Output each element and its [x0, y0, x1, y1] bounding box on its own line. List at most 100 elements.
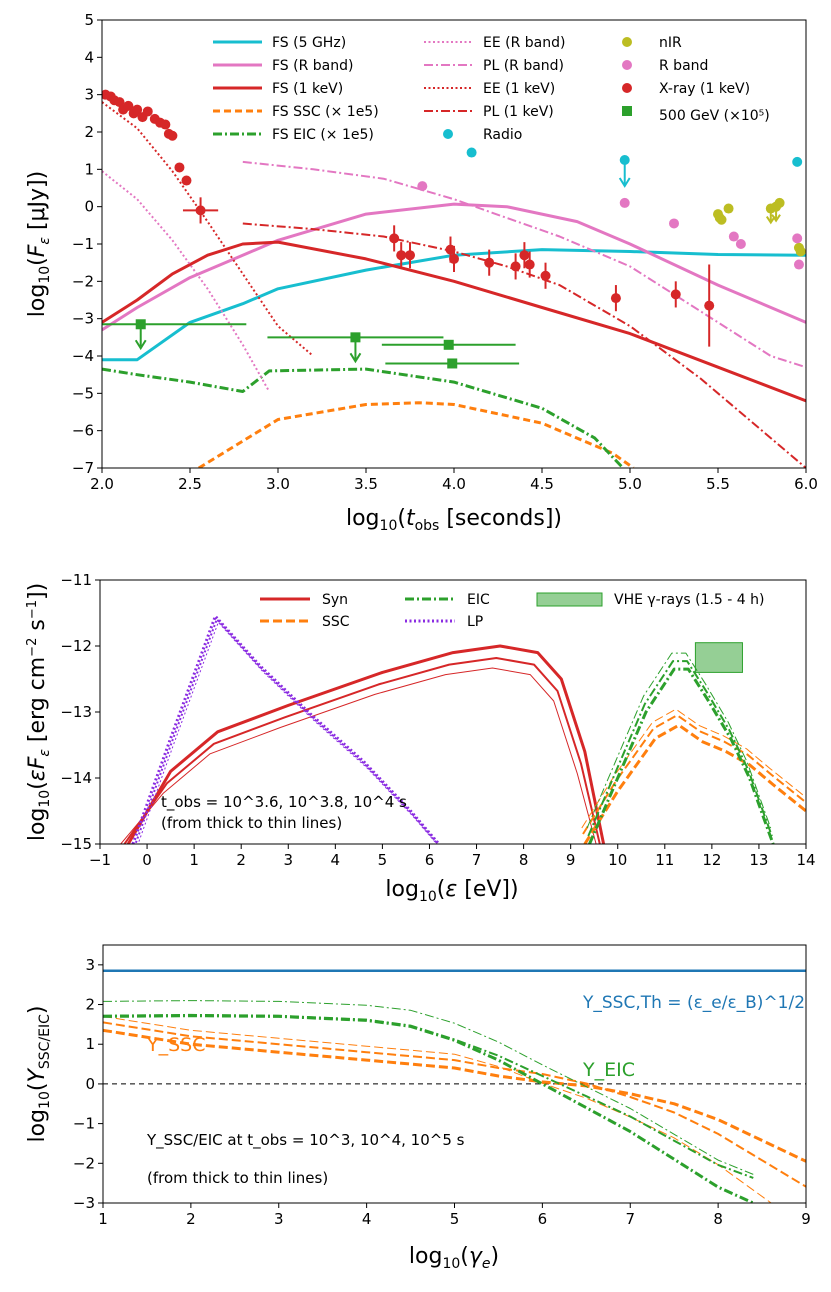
legend-label: VHE γ-rays (1.5 - 4 h): [614, 592, 764, 608]
point-x-ray-1-kev-: [449, 253, 459, 264]
point-r-band: [669, 218, 679, 229]
legend-label: LP: [467, 614, 483, 630]
x-tick-label: 6: [425, 851, 435, 869]
legend-label: FS (5 GHz): [272, 35, 346, 51]
x-tick-label: 6.0: [794, 475, 818, 493]
point-x-ray-1-kev-: [142, 106, 153, 117]
y-tick-label: 1: [85, 1035, 95, 1053]
point-500-gev-10--ul-head: [134, 339, 147, 351]
curve-y-eic-2: [103, 1013, 754, 1179]
point-x-ray-1-kev-: [114, 97, 125, 108]
legend-label: FS (1 keV): [272, 81, 343, 97]
panel-light-curves: 2.0 2.5 3.0 3.5 4.0 4.5 5.0 5.5 6.0 −7 −6 −5 −4 −3 −2…: [25, 11, 818, 534]
curve-y-eic-3: [103, 1000, 754, 1175]
curve-eic-2: [587, 660, 773, 837]
point-x-ray-1-kev-: [181, 175, 192, 186]
panel2-annotation-1: t_obs = 10^3.6, 10^3.8, 10^4 s: [161, 793, 407, 812]
curve-fs-eic-1e5-: [102, 367, 625, 468]
y-tick-label: −4: [72, 347, 94, 365]
panel2-y-ticks: −15 −14 −13 −12 −11: [60, 571, 100, 853]
panel3-x-label: log10(γe): [409, 1244, 499, 1272]
y-tick-label: 4: [84, 48, 94, 66]
panel1-legend: FS (5 GHz) FS (R band) FS (1 keV) FS SSC…: [213, 35, 770, 143]
curve-syn-3: [120, 667, 597, 844]
point-x-ray-1-kev-: [405, 250, 415, 261]
x-tick-label: 2.0: [90, 475, 114, 493]
vhe-band: [694, 642, 743, 673]
curve-ssc-1: [583, 723, 806, 844]
legend-label: nIR: [659, 35, 682, 51]
label-y-ssc: Y_SSC: [146, 1034, 206, 1056]
curve-y-ssc-1: [103, 1028, 806, 1163]
x-tick-label: 9: [566, 851, 576, 869]
curve-ssc-3: [581, 708, 804, 829]
y-tick-label: −13: [60, 703, 92, 721]
curve-fs-r-band-: [102, 202, 806, 332]
y-tick-label: −7: [72, 459, 94, 477]
y-tick-label: −15: [60, 835, 92, 853]
y-tick-label: 0: [84, 198, 94, 216]
x-tick-label: 13: [749, 851, 768, 869]
curve-lp-2: [134, 618, 440, 844]
legend-label: FS SSC (× 1e5): [272, 104, 379, 120]
panel2-x-ticks: −1 0 1 2 3 4 5 6 7 8 9 10 11 12 13 14: [89, 844, 816, 869]
panel2-legend: Syn SSC EIC LP VHE γ-rays (1.5 - 4 h): [260, 592, 764, 630]
point-nir-ul-head: [771, 214, 781, 223]
point-x-ray-1-kev-: [510, 261, 521, 272]
x-tick-label: 1: [98, 1210, 108, 1228]
legend-label: SSC: [322, 614, 350, 630]
panel-spectrum: −1 0 1 2 3 4 5 6 7 8 9 10 11 12 13 14 −15−14−13−12−11 l…: [25, 571, 816, 905]
point-x-ray-1-kev-: [167, 130, 178, 141]
legend-fs-ssc: FS SSC (× 1e5): [213, 104, 379, 120]
point-500-gev-10-: [135, 319, 146, 330]
legend-pl-1kev: PL (1 keV): [424, 104, 554, 120]
legend-ee-1kev: EE (1 keV): [424, 81, 555, 97]
legend-pl-r: PL (R band): [424, 58, 564, 74]
point-x-ray-1-kev-: [484, 257, 495, 268]
panel2-annotation-2: (from thick to thin lines): [161, 814, 342, 832]
legend-eic: EIC: [405, 592, 490, 608]
panel3-y-ticks: −3 −2 −1 0 1 2 3: [73, 956, 103, 1212]
label-y-th: Y_SSC,Th = (ε_e/ε_B)^1/2: [582, 993, 805, 1013]
legend-label: EE (R band): [483, 35, 565, 51]
panel3-frame: [102, 944, 807, 1204]
panel2-x-label: log10(ε [eV]): [385, 877, 518, 905]
x-tick-label: 4.5: [530, 475, 554, 493]
point-r-band: [417, 181, 428, 192]
legend-label: Radio: [483, 127, 522, 143]
point-x-ray-1-kev-: [195, 205, 206, 216]
panel1-y-ticks: −7 −6 −5 −4 −3 −2 −1 0 1 2 3 4 5: [72, 11, 102, 477]
point-r-band: [792, 233, 803, 244]
curve-eic-1: [588, 667, 775, 844]
point-nir: [795, 246, 806, 257]
x-tick-label: 7: [472, 851, 482, 869]
point-x-ray-1-kev-: [610, 293, 621, 304]
y-tick-label: −1: [72, 235, 94, 253]
legend-lp: LP: [405, 614, 483, 630]
legend-vhe: VHE γ-rays (1.5 - 4 h): [536, 592, 764, 608]
legend-500gev: 500 GeV (×10⁵): [622, 106, 770, 124]
curve-pl-1-kev-: [242, 222, 806, 468]
x-tick-label: 6: [538, 1210, 548, 1228]
y-tick-label: −3: [72, 310, 94, 328]
label-y-eic: Y_EIC: [582, 1059, 635, 1081]
x-tick-label: 11: [655, 851, 674, 869]
x-tick-label: 4: [331, 851, 341, 869]
y-tick-label: 3: [84, 86, 94, 104]
legend-syn: Syn: [260, 592, 348, 608]
y-tick-label: −2: [72, 272, 94, 290]
legend-label: EE (1 keV): [483, 81, 555, 97]
y-tick-label: 1: [84, 160, 94, 178]
x-tick-label: −1: [89, 851, 111, 869]
curve-pl-r-band-: [242, 160, 806, 369]
point-500-gev-10--ul-head: [349, 352, 362, 364]
x-tick-label: 3.5: [354, 475, 378, 493]
x-tick-label: 4: [362, 1210, 372, 1228]
point-radio: [619, 155, 630, 165]
x-tick-label: 0: [142, 851, 152, 869]
panel-compton-y: 1 2 3 4 5 6 7 8 9 −3 −2 −1 0 1 2 3 log10(γe) log10(YSS…: [25, 944, 811, 1272]
legend-nir: nIR: [622, 35, 682, 51]
point-500-gev-10-: [447, 358, 458, 369]
x-tick-label: 2: [186, 1210, 196, 1228]
x-tick-label: 5.0: [618, 475, 642, 493]
